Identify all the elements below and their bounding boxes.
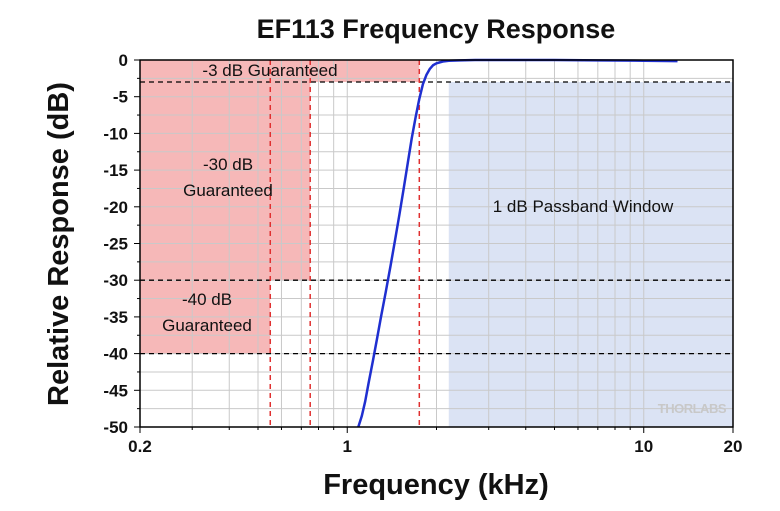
y-tick-label: -50 [103,418,128,437]
y-tick-label: -40 [103,345,128,364]
watermark-logo: THORLABS [658,401,727,416]
plot-area: -3 dB Guaranteed -30 dB Guaranteed -40 dB Gu… [139,58,734,428]
y-tick-label: 0 [119,51,128,70]
region-label-3: -40 dB Guaranteed [162,290,252,335]
x-tick-label: 20 [724,437,743,456]
x-tick-label: 10 [634,437,653,456]
region-label-4: 1 dB Passband Window [493,197,674,216]
x-tick-label: 1 [343,437,352,456]
region-label-1: -3 dB Guaranteed [202,61,337,80]
y-tick-label: -5 [113,88,128,107]
y-tick-label: -35 [103,308,128,327]
y-tick-label: -10 [103,124,128,143]
grid-lines [139,59,734,428]
reference-lines [140,60,733,427]
y-axis-ticks: 0 -5 -10 -15 -20 -25 -30 -35 -40 -45 -50 [103,51,140,437]
x-tick-label: 0.2 [128,437,152,456]
y-tick-label: -15 [103,161,128,180]
region-labels: -3 dB Guaranteed -30 dB Guaranteed -40 dB Gu… [162,61,674,335]
y-tick-label: -25 [103,235,128,254]
x-axis-ticks: 0.2 1 10 20 [128,427,742,456]
y-axis-label: Relative Response (dB) [43,82,75,406]
region-4 [448,82,733,428]
y-tick-label: -30 [103,271,128,290]
region-label-2: -30 dB Guaranteed [183,155,273,200]
x-axis-label: Frequency (kHz) [323,469,549,501]
region-1 [140,60,420,83]
y-tick-label: -45 [103,381,128,400]
y-tick-label: -20 [103,198,128,217]
chart-title: EF113 Frequency Response [257,14,616,44]
